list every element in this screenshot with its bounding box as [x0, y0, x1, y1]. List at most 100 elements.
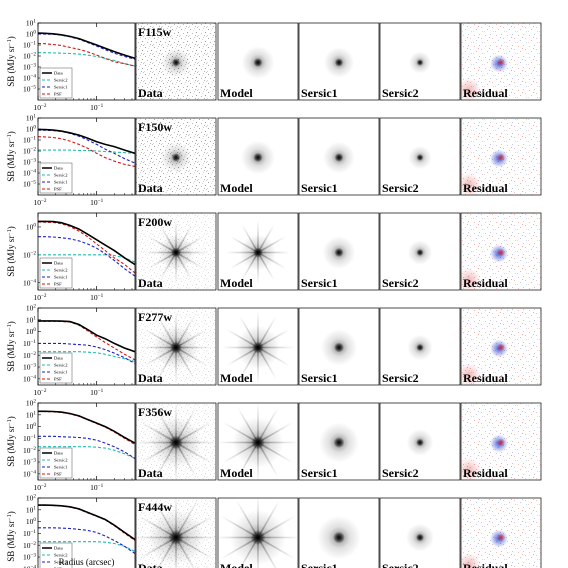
y-tick-label: 10−1 — [23, 136, 36, 145]
y-tick-label: 100 — [26, 517, 37, 526]
y-tick-label: 102 — [26, 304, 37, 313]
y-tick-label: 10−2 — [23, 446, 36, 455]
cutout-label: Sersic1 — [301, 181, 338, 195]
cutout-model: Model — [217, 117, 299, 196]
legend-label: Sersic2 — [54, 458, 68, 463]
filter-label: F150w — [138, 120, 172, 134]
y-axis-label: SB (MJy sr−1) — [6, 321, 16, 371]
legend-label: Data — [54, 261, 63, 266]
legend-label: Data — [54, 356, 63, 361]
source-core — [416, 533, 424, 542]
x-tick-label: 10−2 — [33, 293, 46, 302]
cutout-label: Residual — [463, 276, 508, 290]
legend: Data Sersic2 Sersic1 PSF — [39, 542, 73, 568]
residual-edge — [461, 458, 481, 480]
cutout-label: Model — [220, 561, 253, 568]
cutout-label: Model — [220, 276, 253, 290]
cutout-label: Model — [220, 371, 253, 385]
legend-label: Sersic2 — [54, 173, 68, 178]
cutout-sersic1: Sersic1 — [298, 307, 380, 386]
cutout-model: Model — [217, 402, 299, 481]
residual-positive — [497, 153, 505, 162]
series-line-sersic2 — [38, 52, 135, 67]
source-core — [170, 247, 182, 258]
x-tick-label: 10−1 — [90, 388, 103, 397]
source-core — [416, 343, 424, 352]
residual-positive — [497, 533, 505, 542]
source-core — [253, 57, 263, 68]
y-tick-label: 10−5 — [23, 85, 36, 94]
series-line-sersic1 — [38, 342, 135, 364]
y-tick-label: 101 — [26, 315, 37, 324]
legend-label: Data — [54, 546, 63, 551]
cutout-label: Data — [138, 466, 163, 480]
y-tick-label: 10−3 — [23, 363, 36, 372]
plot-frame — [37, 22, 136, 101]
residual-edge — [461, 268, 481, 290]
residual-edge — [461, 78, 481, 100]
series-line-sersic1 — [38, 236, 135, 277]
legend-label: Sersic1 — [54, 180, 68, 185]
profile-plot: 10−4 10−3 10−2 10−1 100 101 102 10−2 10−1 Data Ser… — [23, 304, 136, 397]
residual-positive — [497, 58, 505, 67]
y-tick-label: 10−4 — [23, 169, 36, 178]
cutout-label: Data — [138, 371, 163, 385]
x-tick-label: 10−2 — [33, 103, 46, 112]
series-line-sersic2 — [38, 254, 135, 263]
filter-label: F356w — [138, 405, 172, 419]
y-tick-label: 10−5 — [23, 180, 36, 189]
x-tick-label: 10−2 — [33, 483, 46, 492]
cutout-model: Model — [217, 307, 299, 386]
cutout-residual: Residual — [460, 307, 542, 386]
cutout-frame — [379, 307, 461, 386]
cutout-data: Data F444w — [135, 497, 217, 568]
cutout-model: Model — [217, 212, 299, 291]
cutout-sersic1: Sersic1 — [298, 117, 380, 196]
profile-plot: 10−4 10−3 10−2 10−1 100 101 102 10−2 10−1 Data Ser… — [23, 399, 136, 492]
cutout-sersic2: Sersic2 — [379, 22, 461, 101]
x-tick-label: 10−2 — [33, 388, 46, 397]
legend: Data Sersic2 Sersic1 PSF — [39, 162, 73, 194]
cutout-label: Model — [220, 86, 253, 100]
x-axis-label: Radius (arcsec) — [59, 557, 115, 567]
cutout-label: Model — [220, 181, 253, 195]
legend-label: Data — [54, 71, 63, 76]
source-core — [251, 435, 265, 450]
cutout-label: Sersic1 — [301, 86, 338, 100]
cutout-sersic2: Sersic2 — [379, 497, 461, 568]
legend-label: PSF — [54, 472, 62, 477]
legend-label: PSF — [54, 187, 62, 192]
y-tick-label: 10−2 — [23, 250, 36, 259]
residual-positive — [497, 438, 505, 447]
cutout-sersic1: Sersic1 — [298, 212, 380, 291]
source-core — [169, 435, 183, 450]
filter-label: F277w — [138, 310, 172, 324]
cutout-label: Data — [138, 561, 163, 568]
cutout-label: Sersic1 — [301, 371, 338, 385]
y-axis-label: SB (MJy sr−1) — [6, 511, 16, 561]
series-line-sersic2 — [38, 149, 135, 154]
legend-label: PSF — [54, 282, 62, 287]
y-tick-label: 101 — [26, 505, 37, 514]
cutout-label: Residual — [463, 466, 508, 480]
source-core — [416, 248, 424, 257]
x-tick-label: 10−1 — [90, 293, 103, 302]
source-core — [171, 153, 181, 162]
legend-label: Sersic1 — [54, 465, 68, 470]
legend-label: PSF — [54, 567, 62, 568]
y-tick-label: 10−4 — [23, 374, 36, 383]
filter-label: F444w — [138, 500, 172, 514]
source-core — [252, 247, 264, 258]
cutout-label: Residual — [463, 181, 508, 195]
cutout-sersic1: Sersic1 — [298, 402, 380, 481]
source-core — [253, 152, 263, 163]
plot-frame — [37, 307, 136, 386]
source-core — [416, 59, 424, 66]
source-core — [334, 153, 344, 162]
cutout-model: Model — [217, 497, 299, 568]
legend-label: Sersic1 — [54, 560, 68, 565]
cutout-label: Sersic1 — [301, 466, 338, 480]
residual-edge — [461, 173, 481, 195]
figure-row-f356w: 10−4 10−3 10−2 10−1 100 101 102 10−2 10−1 Data Ser… — [6, 399, 542, 492]
y-tick-label: 100 — [26, 223, 37, 232]
